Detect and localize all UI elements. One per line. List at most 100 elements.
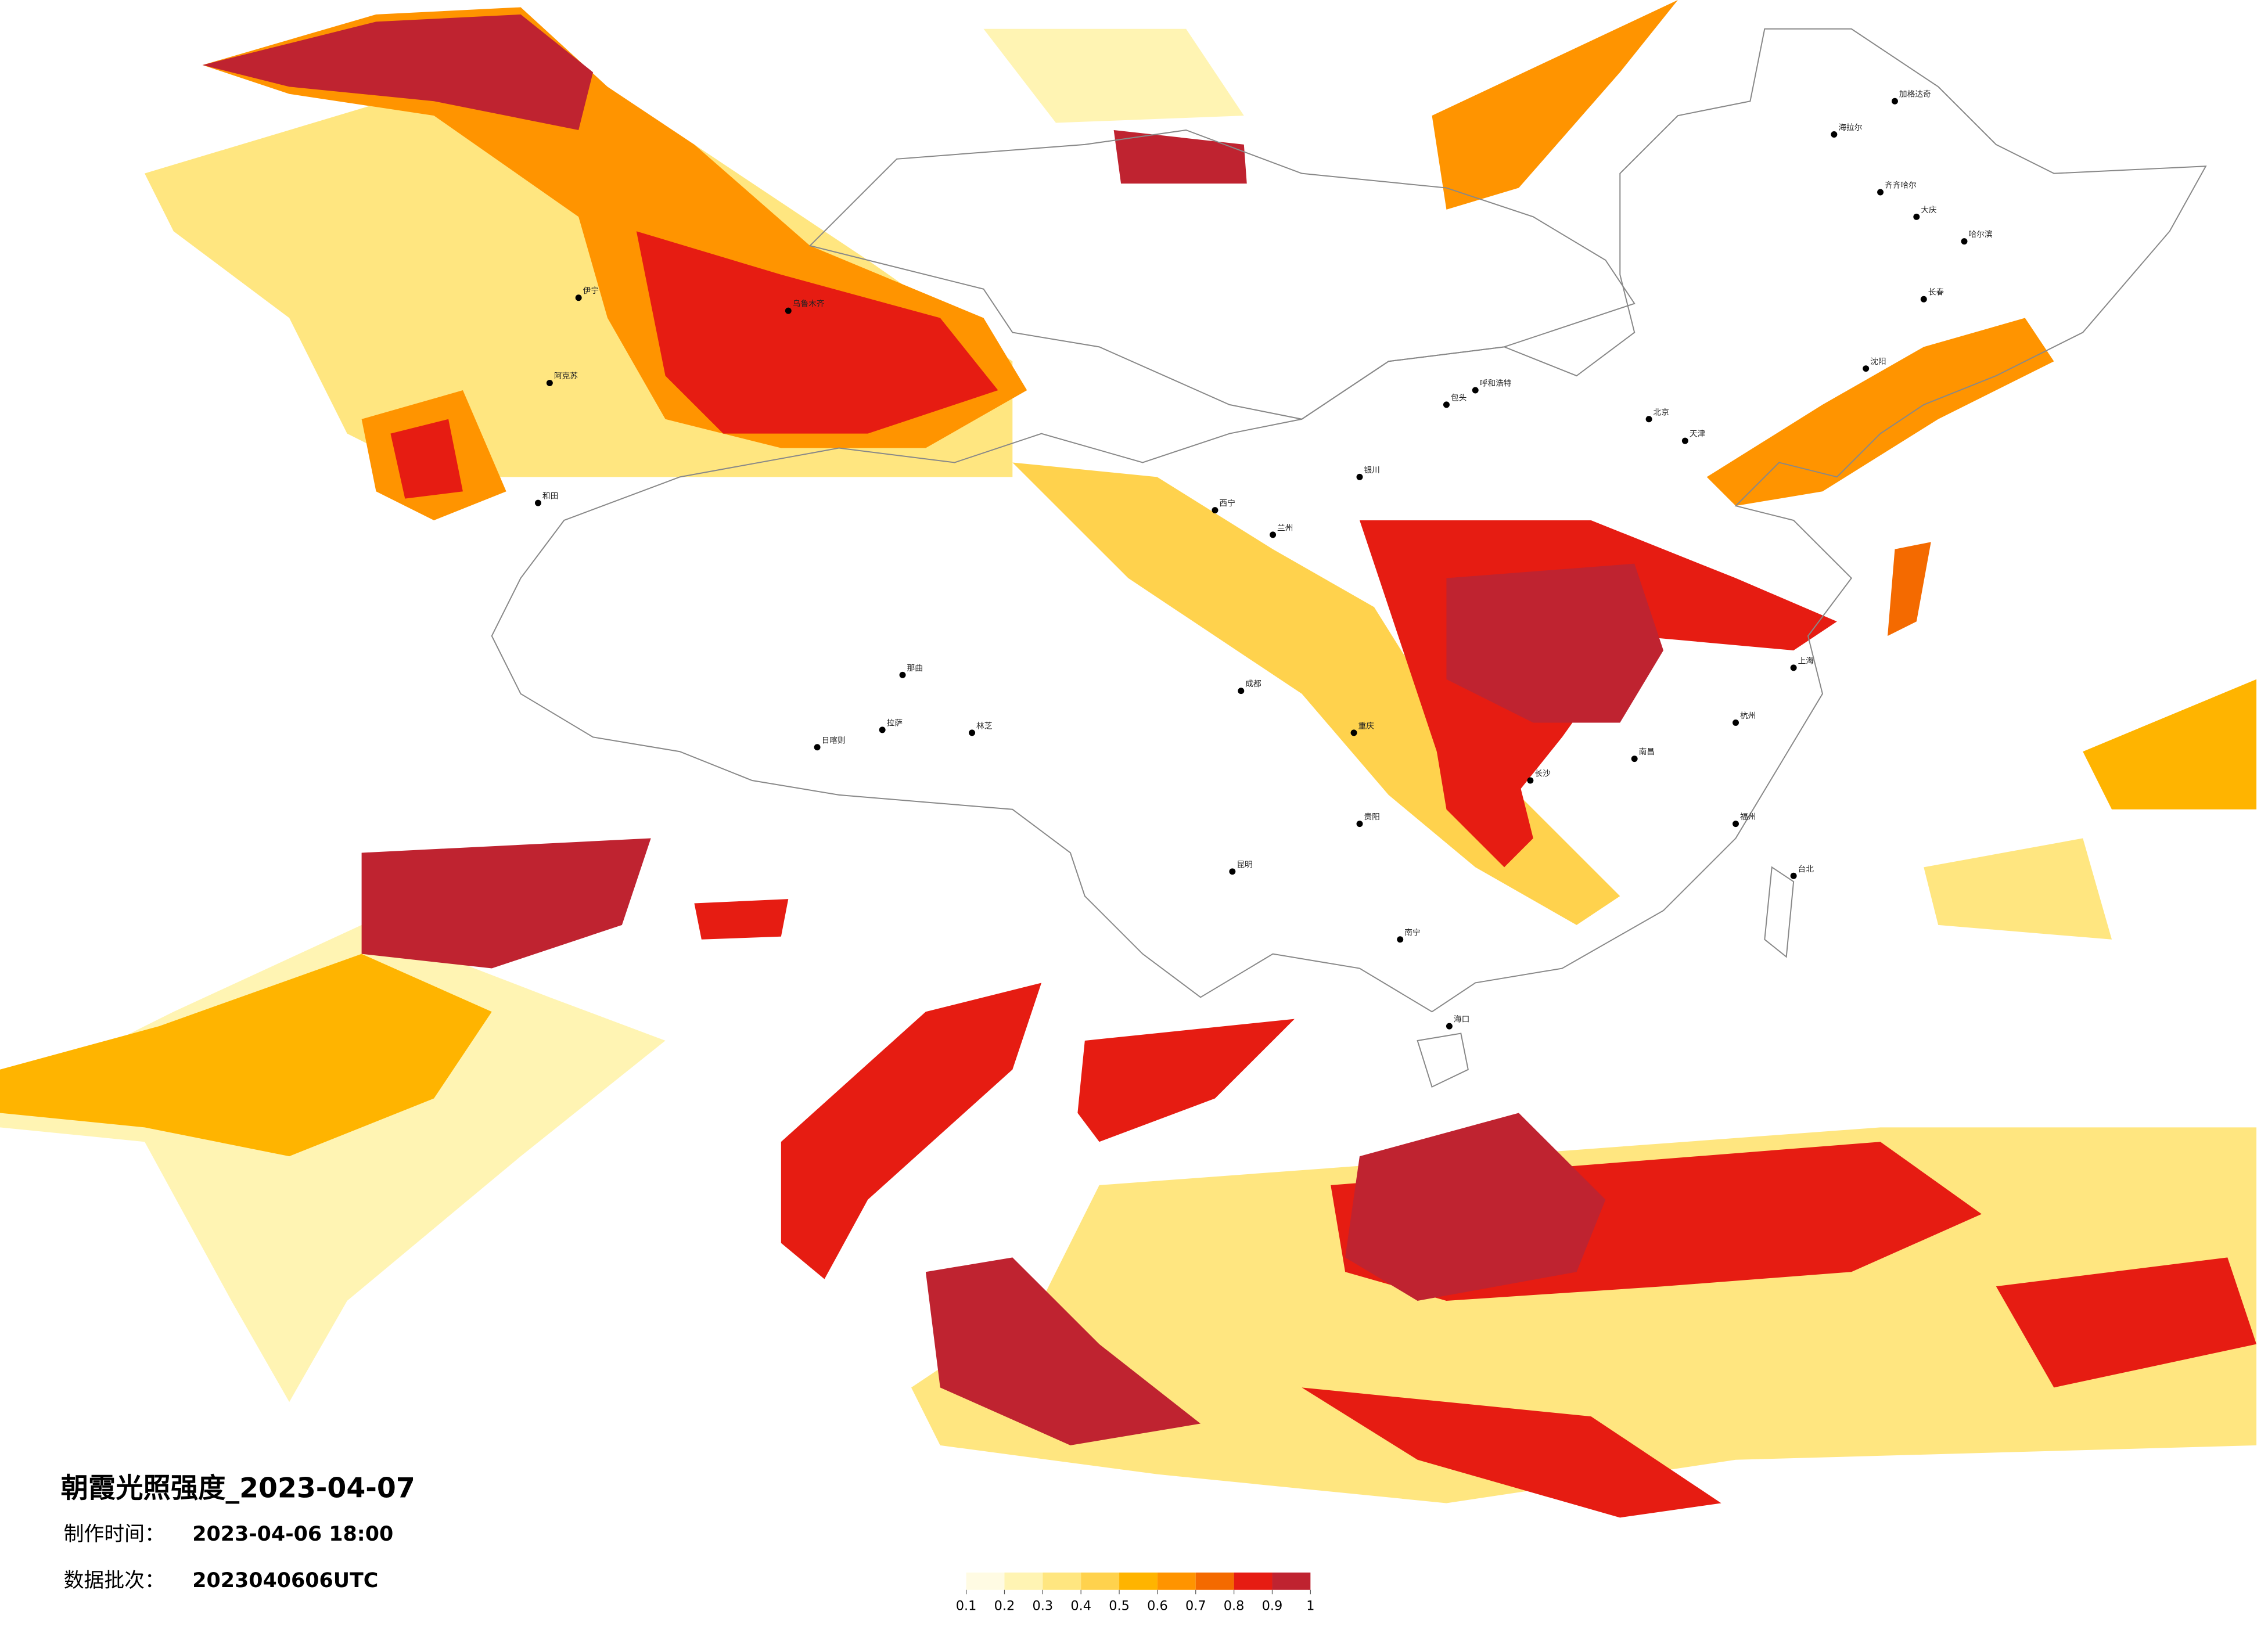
- intensity-region: [2083, 679, 2257, 810]
- city-label: 沈阳: [1870, 357, 1886, 366]
- intensity-region: [694, 899, 789, 940]
- city-dot: [1631, 756, 1638, 762]
- intensity-region: [1706, 318, 2054, 506]
- city-dot: [1961, 238, 1968, 245]
- city-dot: [1913, 213, 1920, 220]
- city-dot: [1229, 868, 1236, 875]
- colorbar-swatch: [1234, 1572, 1273, 1590]
- colorbar-tick-label: 0.3: [1033, 1599, 1054, 1614]
- city-dot: [1645, 416, 1652, 423]
- city-label: 齐齐哈尔: [1885, 181, 1917, 190]
- city-label: 西宁: [1219, 498, 1235, 508]
- batch: 2023040606UTC: [192, 1569, 378, 1592]
- city-dot: [1212, 507, 1219, 514]
- city-label: 林芝: [976, 721, 993, 731]
- city-label: 福州: [1740, 812, 1756, 822]
- intensity-region: [361, 838, 651, 969]
- city-label: 伊宁: [583, 286, 599, 296]
- city-dot: [1831, 131, 1838, 138]
- city-label: 台北: [1798, 865, 1814, 874]
- colorbar-swatch: [966, 1572, 1005, 1590]
- city-label: 和田: [542, 492, 558, 501]
- city-dot: [1446, 1023, 1453, 1030]
- hainan-outline: [1417, 1033, 1469, 1088]
- city-dot: [546, 380, 553, 387]
- city-label: 长沙: [1534, 769, 1551, 779]
- intensity-region: [781, 983, 1042, 1279]
- colorbar-swatch: [1119, 1572, 1158, 1590]
- intensity-region: [1077, 1019, 1295, 1142]
- city-dot: [534, 499, 541, 506]
- colorbar-tick-label: 0.5: [1109, 1599, 1130, 1614]
- city-dot: [1790, 872, 1797, 879]
- city-dot: [1527, 777, 1534, 784]
- city-label: 昆明: [1237, 860, 1252, 869]
- city-dot: [1790, 664, 1797, 671]
- intensity-region: [202, 14, 594, 131]
- intensity-region: [1446, 563, 1663, 723]
- city-dot: [1270, 531, 1277, 538]
- colorbar-tick-label: 0.7: [1185, 1599, 1206, 1614]
- batch-label: 数据批次：: [64, 1569, 165, 1592]
- intensity-region: [1345, 1113, 1606, 1301]
- colorbar-swatch: [1272, 1572, 1311, 1590]
- city-label: 阿克苏: [554, 372, 578, 381]
- colorbar-tick-label: 0.4: [1070, 1599, 1091, 1614]
- city-label: 兰州: [1277, 523, 1293, 533]
- mongolia-outline: [808, 129, 1636, 420]
- colorbar-tick-label: 0.6: [1147, 1599, 1168, 1614]
- intensity-region: [1432, 0, 1678, 210]
- city-label: 杭州: [1740, 711, 1756, 721]
- city-dot: [1443, 401, 1450, 408]
- city-label: 拉萨: [887, 718, 903, 728]
- intensity-layer: [0, 0, 2257, 1518]
- colorbar-swatch: [1043, 1572, 1081, 1590]
- intensity-region: [636, 231, 998, 434]
- city-dot: [1733, 719, 1739, 726]
- intensity-region: [1996, 1257, 2257, 1388]
- city-label: 那曲: [907, 664, 923, 673]
- colorbar-swatch: [1195, 1572, 1234, 1590]
- city-dot: [785, 307, 792, 314]
- colorbar-swatch: [1157, 1572, 1196, 1590]
- city-dot: [575, 294, 582, 301]
- city-label: 海口: [1454, 1015, 1469, 1024]
- made-time: 2023-04-06 18:00: [192, 1523, 393, 1546]
- city-label: 北京: [1654, 408, 1669, 417]
- city-dot: [1238, 688, 1245, 695]
- city-label: 银川: [1364, 466, 1379, 475]
- colorbar-tick-label: 1: [1306, 1599, 1314, 1614]
- colorbar-swatch: [1081, 1572, 1120, 1590]
- intensity-region: [1113, 130, 1247, 184]
- city-dot: [1681, 437, 1688, 444]
- city-label: 南昌: [1639, 747, 1655, 757]
- borders: [491, 28, 2207, 1088]
- city-label: 呼和浩特: [1480, 379, 1512, 388]
- intensity-region: [1888, 542, 1931, 636]
- intensity-region: [1432, 722, 1533, 868]
- map-title: 朝霞光照强度_2023-04-07: [61, 1473, 415, 1505]
- city-dot: [1733, 821, 1739, 828]
- city-label: 包头: [1451, 393, 1467, 402]
- city-label: 长春: [1928, 288, 1944, 297]
- made-label: 制作时间：: [64, 1523, 165, 1546]
- city-label: 日喀则: [822, 736, 846, 745]
- city-dot: [1356, 821, 1363, 828]
- city-label: 上海: [1798, 656, 1814, 665]
- intensity-region: [983, 28, 1244, 123]
- city-label: 天津: [1690, 430, 1706, 439]
- intensity-region: [925, 1257, 1201, 1445]
- colorbar: 0.1 0.2 0.3 0.4 0.5 0.6 0.7 0.8 0.9 1: [956, 1572, 1314, 1614]
- colorbar-tick-label: 0.8: [1224, 1599, 1245, 1614]
- intensity-region: [390, 419, 463, 499]
- city-label: 重庆: [1358, 721, 1375, 731]
- city-label: 哈尔滨: [1968, 230, 1992, 239]
- city-dot: [1920, 296, 1927, 303]
- colorbar-tick-label: 0.9: [1262, 1599, 1283, 1614]
- city-label: 南宁: [1404, 927, 1420, 937]
- city-dot: [899, 671, 906, 678]
- colorbar-tick-label: 0.1: [956, 1599, 977, 1614]
- city-label: 乌鲁木齐: [793, 300, 825, 309]
- city-dot: [1891, 98, 1898, 105]
